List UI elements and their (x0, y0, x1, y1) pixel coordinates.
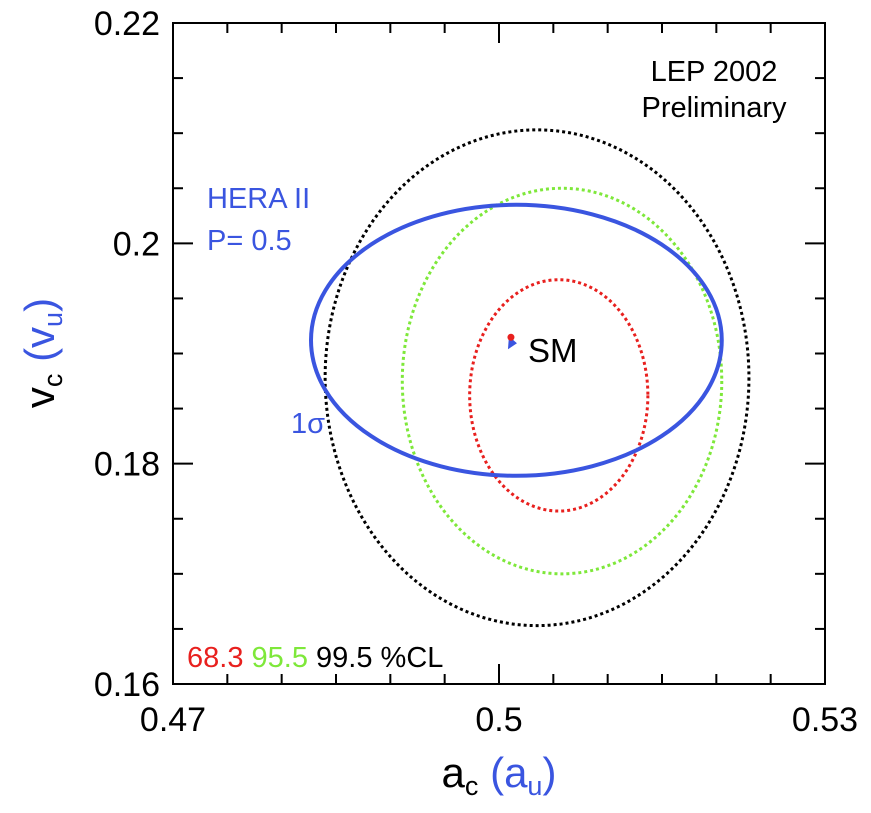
annotation-line1: LEP 2002 (651, 56, 778, 88)
contour-99-5 (323, 128, 751, 628)
y-tick-label: 0.16 (94, 666, 160, 704)
contour-95-5 (400, 186, 724, 576)
y-axis-label: vc (vu) (16, 298, 68, 408)
sm-point (507, 333, 515, 341)
legend-item-99: 99.5 (316, 642, 372, 674)
legend-item-95: 95.5 (252, 642, 308, 674)
y-tick-label: 0.22 (94, 5, 160, 43)
legend-item-68: 68.3 (187, 642, 243, 674)
legend: 68.3 95.5 99.5 %CL (187, 642, 443, 674)
hera-sigma-label: 1σ (291, 408, 325, 440)
contour-68-3 (468, 278, 650, 513)
hera-ellipse (309, 202, 724, 478)
y-tick-label: 0.2 (113, 225, 160, 263)
ticks-layer (172, 22, 826, 685)
y-tick-label: 0.18 (94, 446, 160, 484)
sm-label: SM (528, 332, 578, 369)
x-tick-label: 0.53 (792, 701, 858, 739)
legend-suffix: %CL (381, 642, 444, 674)
hera-label-line2: P= 0.5 (207, 225, 292, 257)
tick-labels: 0.47 0.5 0.53 0.16 0.18 0.2 0.22 (94, 5, 858, 739)
x-axis-label: ac (au) (442, 749, 557, 801)
x-tick-label: 0.5 (475, 701, 522, 739)
annotation-line2: Preliminary (641, 92, 787, 124)
x-tick-label: 0.47 (140, 701, 206, 739)
contours-layer (309, 128, 751, 628)
hera-label-line1: HERA II (207, 183, 310, 215)
